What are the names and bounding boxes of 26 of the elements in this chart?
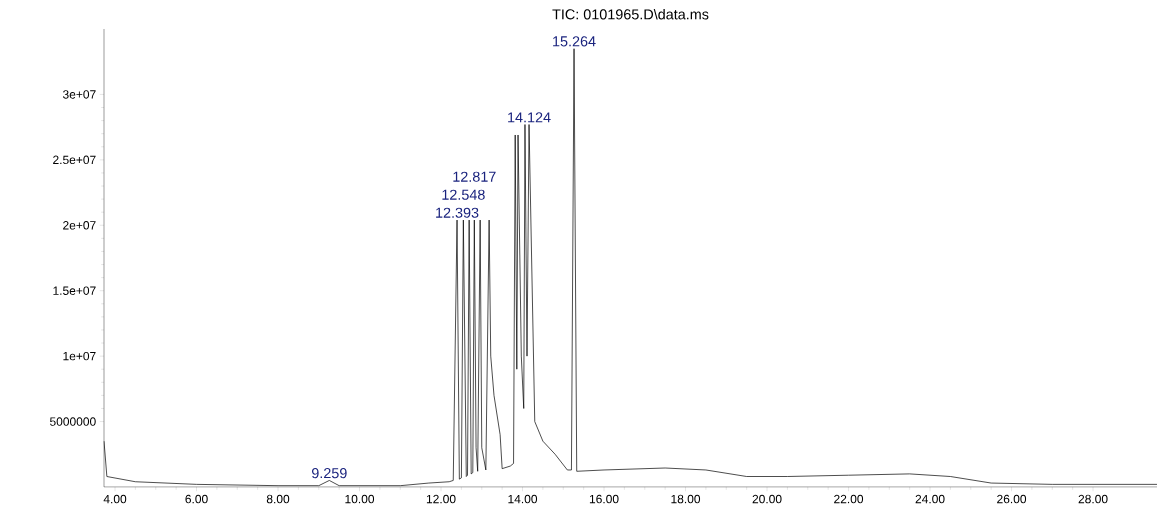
- y-tick-label: 5000000: [49, 417, 96, 426]
- x-tick-label: 10.00: [345, 494, 375, 504]
- x-tick-label: 6.00: [185, 494, 208, 504]
- annotation: 9.259: [311, 468, 347, 479]
- x-tick-label: 16.00: [589, 494, 619, 504]
- y-tick-label: 2.5e+07: [53, 155, 96, 165]
- x-tick-label: 14.00: [508, 494, 538, 504]
- annotation: 12.817: [453, 171, 496, 182]
- x-tick-label: 28.00: [1078, 494, 1108, 504]
- annotation: 14.124: [508, 112, 551, 123]
- chart-title: TIC: 0101965.D\data.ms: [552, 8, 709, 20]
- x-tick-label: 8.00: [266, 494, 290, 504]
- x-tick-label: 20.00: [752, 494, 782, 504]
- x-tick-label: 26.00: [997, 494, 1027, 504]
- x-tick-label: 12.00: [426, 494, 456, 504]
- y-tick-label: 3e+07: [62, 90, 96, 99]
- y-tick-label: 2e+07: [63, 221, 96, 230]
- y-tick-label: 1e+07: [63, 351, 96, 361]
- annotation: 12.393: [436, 207, 479, 218]
- x-tick-label: 4.00: [103, 494, 127, 504]
- annotation: 12.548: [442, 189, 485, 200]
- x-tick-label: 18.00: [671, 494, 701, 504]
- annotation: 15.264: [553, 36, 596, 47]
- x-tick-label: 24.00: [915, 494, 945, 504]
- y-tick-label: 1.5e+07: [53, 286, 96, 295]
- x-tick-label: 22.00: [834, 494, 864, 504]
